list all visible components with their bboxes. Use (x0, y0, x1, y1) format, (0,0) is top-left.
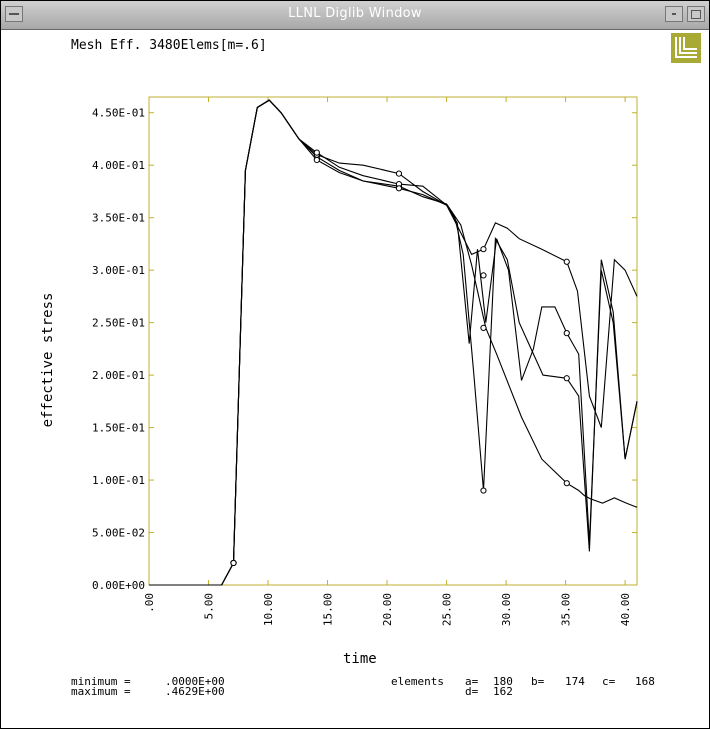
axis-ticks: 0.00E+00 5.00E-02 1.00E-01 1.50E-01 2.00E-01… (92, 97, 637, 626)
x-axis-label: time (343, 651, 377, 667)
element-b-label: b= (531, 675, 545, 688)
y-tick-label: 4.00E-01 (92, 159, 145, 172)
y-tick-label: 2.00E-01 (92, 369, 145, 382)
marker-d (230, 559, 237, 567)
series-layer (149, 99, 638, 586)
element-a-label: a= (465, 675, 479, 688)
x-tick-label: 30.00 (500, 593, 513, 626)
x-tick-label: 25.00 (441, 593, 454, 626)
y-tick-label: 0.00E+00 (92, 579, 145, 592)
minimum-label: minimum = (71, 675, 131, 688)
effective-stress-chart: Mesh Eff. 3480Elems[m=.6] 0.00E+00 5.00E-… (40, 38, 655, 698)
series-line-c (149, 99, 638, 586)
marker-c (563, 330, 570, 337)
element-d-value: 162 (493, 685, 513, 698)
x-tick-label: 20.00 (381, 593, 394, 626)
x-tick-label: 5.00 (203, 593, 216, 620)
x-tick-label: 15.00 (322, 593, 335, 626)
x-tick-label: 10.00 (262, 593, 275, 626)
y-tick-label: 1.00E-01 (92, 474, 145, 487)
marker-a (480, 324, 487, 331)
marker-d (563, 375, 570, 382)
marker-layer (230, 149, 570, 567)
marker-c (313, 149, 320, 156)
marker-b (563, 258, 570, 265)
series-line-b (149, 99, 638, 586)
chart-title: Mesh Eff. 3480Elems[m=.6] (71, 38, 267, 53)
series-line-d (149, 99, 638, 586)
window-menu-button[interactable] (5, 6, 23, 22)
marker-b (395, 170, 403, 177)
marker-b (480, 246, 487, 253)
y-tick-label: 3.00E-01 (92, 264, 145, 277)
element-a-value: 180 (493, 675, 513, 688)
element-c-label: c= (602, 675, 616, 688)
x-tick-label: .00 (143, 593, 156, 613)
y-tick-label: 4.50E-01 (92, 107, 145, 120)
plot-frame (148, 96, 638, 586)
marker-d (313, 156, 320, 164)
x-tick-label: 40.00 (619, 593, 632, 626)
element-b-value: 174 (565, 675, 585, 688)
llnl-logo-icon (671, 33, 701, 63)
y-axis-label: effective stress (40, 293, 56, 428)
element-c-value: 168 (635, 675, 655, 688)
minimum-value: .0000E+00 (165, 675, 225, 688)
title-bar[interactable]: LLNL Diglib Window (1, 1, 709, 30)
element-d-label: d= (465, 685, 479, 698)
y-tick-label: 1.50E-01 (92, 422, 145, 435)
marker-c (480, 272, 487, 279)
maximum-value: .4629E+00 (165, 685, 225, 698)
y-tick-label: 2.50E-01 (92, 317, 145, 330)
y-tick-label: 3.50E-01 (92, 212, 145, 225)
maximize-button[interactable] (687, 6, 705, 22)
x-tick-label: 35.00 (560, 593, 573, 626)
window-title: LLNL Diglib Window (288, 6, 422, 21)
y-tick-label: 5.00E-02 (92, 527, 145, 540)
marker-a (563, 480, 570, 487)
minimize-button[interactable] (665, 6, 683, 22)
elements-label: elements (391, 675, 444, 688)
maximum-label: maximum = (71, 685, 131, 698)
marker-d (395, 185, 403, 192)
marker-d (480, 487, 487, 494)
series-line-a (149, 99, 638, 586)
